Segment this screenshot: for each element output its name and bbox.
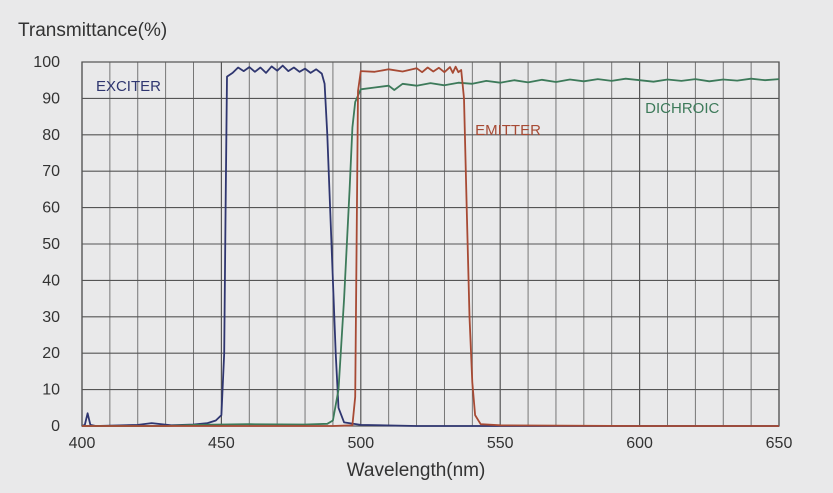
x-tick-label: 650 xyxy=(766,435,793,452)
y-tick-label: 50 xyxy=(42,236,60,253)
series-line-exciter xyxy=(81,64,779,427)
series-line-emitter xyxy=(82,65,779,427)
series-lines xyxy=(81,64,780,427)
series-labels: EXCITER DICHROIC EMITTER xyxy=(96,78,720,139)
y-tick-label: 40 xyxy=(42,272,60,289)
x-axis-title: Wavelength(nm) xyxy=(347,460,486,481)
y-tick-label: 70 xyxy=(42,163,60,180)
y-tick-label: 100 xyxy=(33,54,60,71)
x-tick-label: 600 xyxy=(626,435,653,452)
grid xyxy=(81,61,780,427)
series-label-exciter: EXCITER xyxy=(96,78,161,95)
y-tick-label: 60 xyxy=(42,200,60,217)
y-tick-label: 80 xyxy=(42,127,60,144)
y-axis-title: Transmittance(%) xyxy=(18,20,167,41)
series-line-dichroic xyxy=(82,77,780,427)
x-tick-label: 550 xyxy=(487,435,514,452)
x-tick-label: 500 xyxy=(347,435,374,452)
tick-labels: 0 10 20 30 40 50 60 70 80 90 100 400 450 500 550 600 650 xyxy=(33,54,792,452)
y-tick-label: 0 xyxy=(51,418,60,435)
y-tick-label: 20 xyxy=(42,345,60,362)
series-label-emitter: EMITTER xyxy=(475,122,541,139)
series-label-dichroic: DICHROIC xyxy=(645,100,719,117)
y-tick-label: 10 xyxy=(42,382,60,399)
x-tick-label: 450 xyxy=(208,435,235,452)
x-tick-label: 400 xyxy=(69,435,96,452)
y-tick-label: 30 xyxy=(42,309,60,326)
y-tick-label: 90 xyxy=(42,90,60,107)
